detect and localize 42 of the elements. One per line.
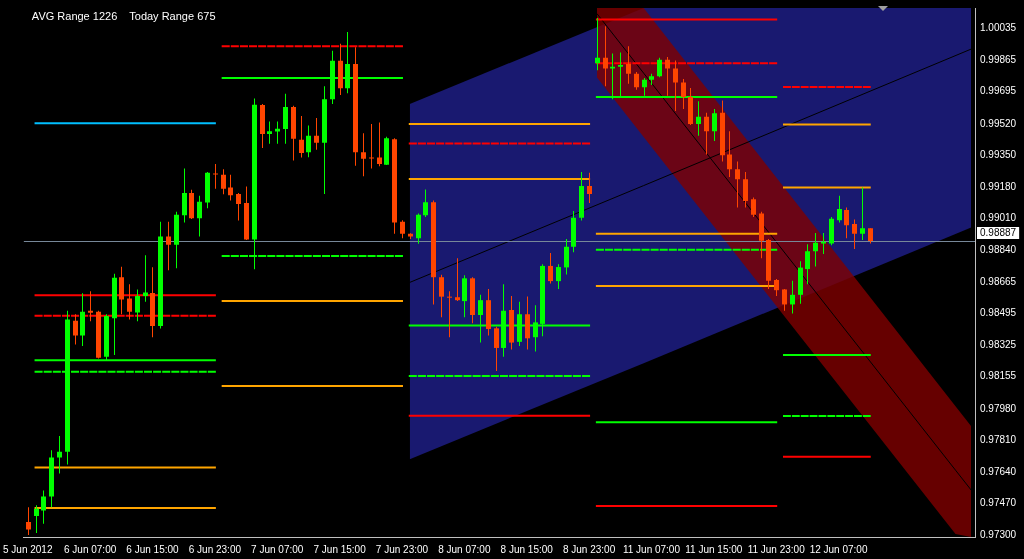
x-tick-label: 5 Jun 2012 xyxy=(3,543,53,555)
y-tick-label: 0.98325 xyxy=(980,338,1017,350)
y-tick-label: 0.97810 xyxy=(980,434,1017,446)
y-tick-label: 0.98155 xyxy=(980,370,1017,382)
ref-line-label: 0.98887 xyxy=(980,226,1017,238)
x-tick-label: 6 Jun 15:00 xyxy=(126,543,180,555)
y-tick-label: 1.00035 xyxy=(980,22,1017,34)
y-tick-label: 0.98840 xyxy=(980,243,1017,255)
x-tick-label: 8 Jun 23:00 xyxy=(562,543,616,555)
x-tick-label: 6 Jun 07:00 xyxy=(63,543,117,555)
annotation: Today Range 675 xyxy=(129,9,216,22)
y-tick-label: 0.97300 xyxy=(980,528,1017,540)
candlestick xyxy=(595,18,600,71)
x-tick-label: 7 Jun 23:00 xyxy=(375,543,429,555)
x-tick-label: 11 Jun 23:00 xyxy=(747,543,806,555)
candlestick xyxy=(88,291,93,322)
y-tick-label: 0.99865 xyxy=(980,53,1017,65)
x-tick-label: 8 Jun 07:00 xyxy=(438,543,491,555)
candlestick xyxy=(821,232,826,255)
y-tick-label: 0.99180 xyxy=(980,180,1017,192)
y-tick-label: 0.97980 xyxy=(980,402,1017,414)
x-tick-label: 11 Jun 15:00 xyxy=(685,543,743,555)
x-tick-label: 12 Jun 07:00 xyxy=(809,543,868,555)
y-tick-label: 0.97470 xyxy=(980,497,1017,509)
x-tick-label: 8 Jun 15:00 xyxy=(500,543,554,555)
x-tick-label: 7 Jun 07:00 xyxy=(251,543,304,555)
candlestick xyxy=(369,123,374,169)
candlestick xyxy=(213,163,218,189)
y-tick-label: 0.99695 xyxy=(980,85,1017,97)
y-tick-label: 0.97640 xyxy=(980,465,1017,477)
annotation: AVG Range 1226 xyxy=(31,9,118,22)
y-tick-label: 0.99350 xyxy=(980,149,1017,161)
y-tick-label: 0.99010 xyxy=(980,212,1017,224)
x-tick-label: 11 Jun 07:00 xyxy=(622,543,681,555)
candlestick xyxy=(447,291,452,338)
x-tick-label: 7 Jun 15:00 xyxy=(313,543,367,555)
y-tick-label: 0.99520 xyxy=(980,117,1017,129)
candlestick xyxy=(143,255,148,302)
candlestick xyxy=(455,258,460,302)
y-tick-label: 0.98665 xyxy=(980,275,1017,287)
x-tick-label: 6 Jun 23:00 xyxy=(188,543,242,555)
y-tick-label: 0.98495 xyxy=(980,307,1017,319)
